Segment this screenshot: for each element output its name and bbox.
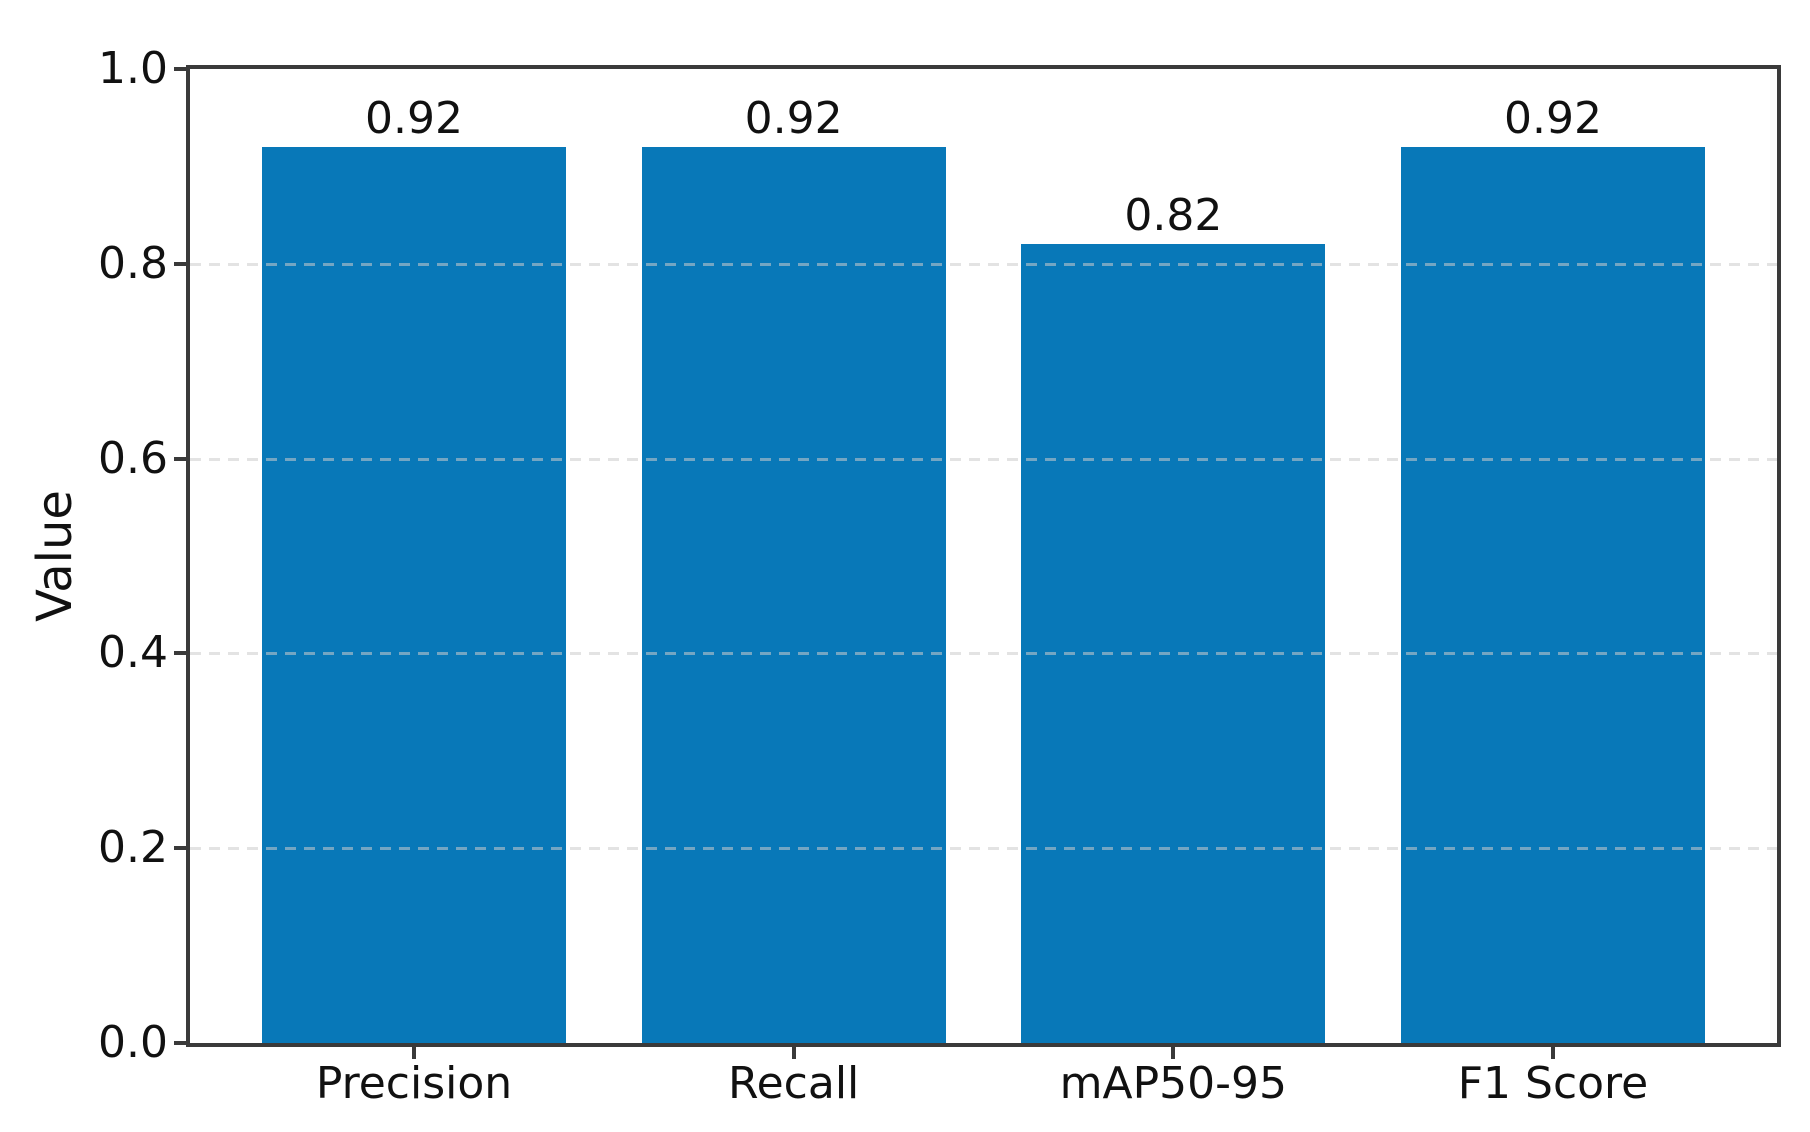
y-tick-mark: [174, 456, 186, 461]
bar-values-layer: 0.92 0.92 0.82 0.92: [190, 69, 1777, 1043]
x-tick-mark: [1550, 1047, 1555, 1059]
y-tick-label: 0.6: [98, 432, 168, 484]
bar: [641, 146, 946, 1043]
gridline: [190, 457, 1777, 461]
bar: [1401, 146, 1705, 1043]
bar-value-label: 0.92: [1504, 92, 1602, 144]
y-tick-label: 0.4: [98, 627, 168, 679]
plot-area: 0.92 0.92 0.82 0.92: [186, 65, 1781, 1047]
gridline: [190, 847, 1777, 851]
bar-value-label: 0.82: [1124, 190, 1223, 242]
y-axis-title: Value: [27, 490, 83, 622]
y-tick-mark: [174, 846, 186, 851]
y-tick-mark: [174, 651, 186, 656]
y-tick-mark: [174, 1041, 186, 1045]
y-tick-mark: [174, 67, 186, 71]
x-tick-label: F1 Score: [1457, 1058, 1649, 1109]
bar: [262, 146, 566, 1043]
x-tick-label: mAP50-95: [1059, 1058, 1288, 1109]
x-tick-label: Recall: [728, 1058, 860, 1109]
y-tick-label: 0.0: [98, 1017, 168, 1068]
gridlines-layer: [190, 69, 1777, 1043]
x-tick-mark: [791, 1047, 796, 1059]
gridline: [190, 652, 1777, 656]
y-tick-mark: [174, 261, 186, 266]
x-tick-label: Precision: [315, 1058, 513, 1109]
bar: [1021, 244, 1326, 1043]
x-tick-mark: [1171, 1047, 1176, 1059]
y-tick-label: 0.8: [98, 237, 168, 289]
gridline: [190, 262, 1777, 266]
x-tick-mark: [412, 1047, 416, 1059]
bars-layer: [190, 69, 1777, 1043]
bar-value-label: 0.92: [744, 92, 843, 144]
y-tick-label: 0.2: [98, 822, 168, 874]
y-tick-label: 1.0: [98, 43, 168, 94]
bar-value-label: 0.92: [365, 92, 463, 144]
